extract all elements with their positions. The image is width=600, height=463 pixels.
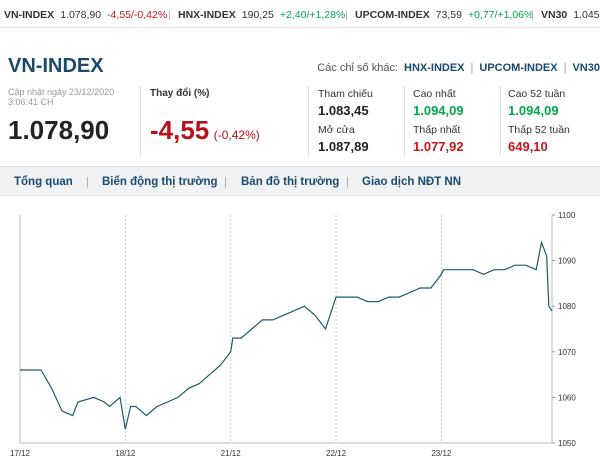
section-nav: Tổng quan | Biến động thị trường | Bản đ… — [0, 166, 600, 196]
nav-separator: | — [224, 176, 227, 188]
stat-value: 1.094,09 — [413, 103, 464, 118]
chart-grid — [19, 215, 553, 444]
link-upcom-index[interactable]: UPCOM-INDEX — [479, 62, 558, 74]
other-indices-label: Các chỉ số khác: — [317, 62, 398, 74]
y-tick-label: 1100 — [558, 211, 576, 220]
ticker-value: 1.078,90 — [60, 9, 102, 21]
divider — [404, 86, 405, 156]
nav-separator: | — [346, 176, 349, 188]
y-tick-label: 1080 — [558, 302, 576, 311]
tab-market-map[interactable]: Bản đồ thị trường — [241, 176, 340, 188]
index-chart: 17/12 18/12 21/12 22/12 23/12 10501060107010… — [10, 211, 576, 458]
series-line — [20, 240, 553, 430]
ticker-item-upcomindex[interactable]: UPCOM-INDEX 73,59 +0,77/+1,06% — [355, 9, 533, 21]
divider — [500, 86, 501, 156]
link-separator: | — [470, 62, 474, 74]
stat-value: 1.083,45 — [318, 103, 369, 118]
tab-overview[interactable]: Tổng quan — [14, 176, 73, 188]
current-price: 1.078,90 — [8, 115, 110, 145]
nav-separator: | — [86, 176, 89, 188]
ticker-separator: | — [168, 9, 171, 21]
change-value: -4,55 — [150, 115, 210, 145]
x-tick-label: 22/12 — [326, 449, 347, 458]
x-tick-label: 18/12 — [115, 449, 136, 458]
y-tick-label: 1050 — [558, 439, 576, 448]
market-ticker: VN-INDEX 1.078,90 -4,55/-0,42% | HNX-IND… — [0, 0, 600, 28]
change-percent: (-0,42%) — [213, 128, 260, 142]
stat-low-52w: Thấp 52 tuần 649,10 — [508, 124, 570, 154]
link-hnx-index[interactable]: HNX-INDEX — [404, 62, 465, 74]
page-title: VN-INDEX — [8, 55, 104, 77]
ticker-change: +0,77/+1,06% — [467, 9, 534, 21]
stat-low: Thấp nhất 1.077,92 — [413, 124, 464, 154]
stat-reference: Tham chiếu 1.083,45 — [318, 88, 373, 118]
chart-ticks — [552, 214, 555, 444]
x-tick-label: 23/12 — [431, 449, 452, 458]
ticker-value: 1.045, — [573, 9, 600, 21]
ticker-name: VN-INDEX — [4, 9, 55, 21]
ticker-value: 190,25 — [241, 9, 274, 21]
tab-market-movement[interactable]: Biến động thị trường — [102, 176, 218, 188]
stat-high: Cao nhất 1.094,09 — [413, 88, 464, 118]
ticker-name: VN30 — [541, 9, 568, 21]
link-vn30[interactable]: VN30 — [572, 62, 600, 74]
stat-open: Mở cửa 1.087,89 — [318, 124, 369, 154]
stat-label: Mở cửa — [318, 124, 355, 136]
stat-label: Thấp 52 tuần — [508, 124, 570, 136]
chart-x-labels: 17/12 18/12 21/12 22/12 23/12 — [10, 449, 452, 458]
change-label: Thay đổi (%) — [150, 88, 210, 99]
ticker-name: UPCOM-INDEX — [355, 9, 430, 21]
other-indices: Các chỉ số khác: HNX-INDEX | UPCOM-INDEX… — [317, 62, 600, 74]
ticker-name: HNX-INDEX — [178, 9, 236, 21]
x-tick-label: 21/12 — [221, 449, 242, 458]
ticker-separator: | — [345, 9, 348, 21]
ticker-item-vnindex[interactable]: VN-INDEX 1.078,90 -4,55/-0,42% — [4, 9, 167, 21]
ticker-item-vn30[interactable]: VN30 1.045, — [541, 9, 600, 21]
stat-high-52w: Cao 52 tuần 1.094,09 — [508, 88, 565, 118]
stat-label: Thấp nhất — [413, 124, 461, 136]
stat-value: 1.087,89 — [318, 139, 369, 154]
y-tick-label: 1090 — [558, 257, 576, 266]
stat-label: Cao nhất — [413, 88, 456, 100]
ticker-separator: | — [531, 9, 534, 21]
chart-series — [20, 240, 553, 430]
y-tick-label: 1060 — [558, 393, 576, 402]
chart-y-labels: 1050 1060 1070 1080 1090 1100 — [558, 211, 576, 448]
ticker-change: +2,40/+1,28% — [279, 9, 346, 21]
updated-time: Cập nhật ngày 23/12/2020 3:06:41 CH — [8, 87, 115, 107]
tab-foreign-trading[interactable]: Giao dịch NĐT NN — [362, 176, 462, 188]
ticker-value: 73,59 — [435, 9, 462, 21]
x-tick-label: 17/12 — [10, 449, 31, 458]
stat-value: 1.077,92 — [413, 139, 464, 154]
stat-label: Tham chiếu — [318, 88, 373, 100]
ticker-item-hnxindex[interactable]: HNX-INDEX 190,25 +2,40/+1,28% — [178, 9, 345, 21]
stat-value: 1.094,09 — [508, 103, 559, 118]
stat-value: 649,10 — [508, 139, 548, 154]
stat-label: Cao 52 tuần — [508, 88, 566, 100]
ticker-change: -4,55/-0,42% — [107, 9, 168, 21]
divider — [140, 86, 141, 156]
divider — [308, 86, 309, 156]
link-separator: | — [563, 62, 567, 74]
change-block: -4,55 (-0,42%) — [150, 115, 260, 146]
y-tick-label: 1070 — [558, 348, 576, 357]
